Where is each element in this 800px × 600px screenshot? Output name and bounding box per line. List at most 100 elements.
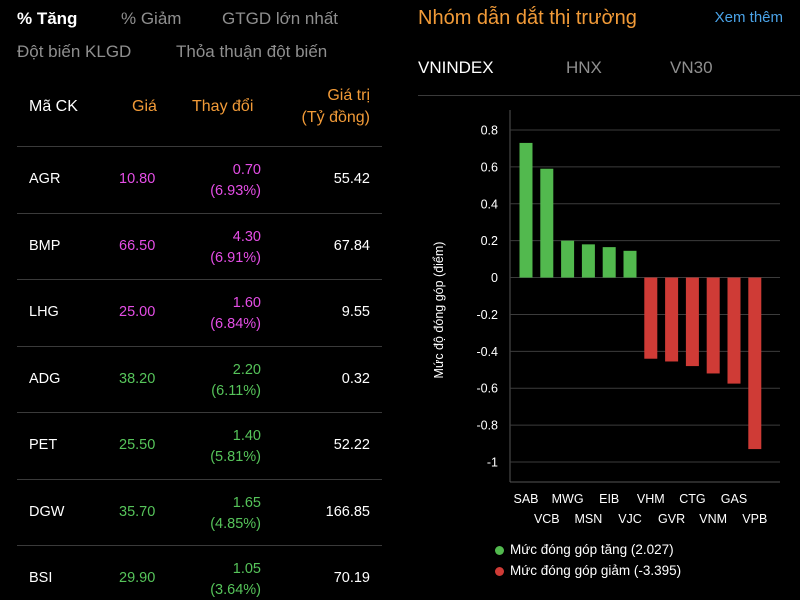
- change-amount: 1.65: [232, 494, 261, 511]
- table-body: AGR 10.80 0.70 (6.93%) 55.42 BMP 66.50 4.30 (6.9…: [17, 147, 382, 600]
- y-tick-label: -0.2: [476, 308, 498, 322]
- stock-code: ADG: [29, 370, 61, 387]
- header-code: Mã CK: [29, 98, 78, 115]
- change-percent: (6.11%): [211, 382, 261, 399]
- tab-vnindex[interactable]: VNINDEX: [418, 58, 494, 77]
- stock-code: BSI: [29, 570, 53, 586]
- bar-gas[interactable]: [727, 277, 741, 384]
- x-tick-label: VHM: [637, 492, 665, 506]
- bar-vnm[interactable]: [706, 277, 720, 374]
- bar-sab[interactable]: [519, 142, 533, 278]
- change-percent: (4.85%): [210, 515, 261, 532]
- x-tick-label: VNM: [699, 512, 727, 526]
- bar-vcb[interactable]: [540, 168, 554, 278]
- trade-value: 67.84: [333, 237, 370, 254]
- table-row[interactable]: ADG 38.20 2.20 (6.11%) 0.32: [17, 347, 382, 413]
- x-tick-label: GVR: [658, 512, 685, 526]
- trade-value: 70.19: [333, 570, 370, 586]
- legend-negative-label: Mức đóng góp giảm (-3.395): [510, 563, 682, 578]
- table-row[interactable]: BSI 29.90 1.05 (3.64%) 70.19: [17, 546, 382, 600]
- table-row[interactable]: BMP 66.50 4.30 (6.91%) 67.84: [17, 214, 382, 280]
- divider: [418, 95, 800, 96]
- market-leaders-panel: Nhóm dẫn dắt thị trường Xem thêm VNINDEX…: [400, 0, 800, 600]
- legend-negative: Mức đóng góp giảm (-3.395): [495, 563, 681, 578]
- stock-price: 38.20: [119, 370, 156, 387]
- legend-positive-dot: [495, 545, 504, 555]
- stocks-table: Mã CK Giá Thay đổi Giá trị (Tỷ đồng) AGR…: [17, 80, 382, 600]
- bar-vhm[interactable]: [644, 277, 658, 359]
- header-change: Thay đổi: [192, 98, 254, 115]
- table-row[interactable]: PET 25.50 1.40 (5.81%) 52.22: [17, 413, 382, 480]
- tab-percent-down[interactable]: % Giảm: [121, 9, 182, 28]
- x-tick-label: VPB: [742, 512, 767, 526]
- stock-price: 10.80: [119, 171, 156, 187]
- tab-hnx[interactable]: HNX: [566, 58, 602, 77]
- stock-code: BMP: [29, 237, 61, 254]
- bar-ctg[interactable]: [685, 277, 699, 367]
- x-tick-label: MSN: [575, 512, 603, 526]
- stock-price: 66.50: [119, 237, 156, 254]
- stock-change: 1.05 (3.64%): [210, 559, 261, 600]
- stock-price: 25.00: [119, 304, 156, 320]
- trade-value: 166.85: [325, 503, 370, 520]
- stock-price: 25.50: [119, 437, 156, 453]
- panel-title: Nhóm dẫn dắt thị trường: [418, 7, 637, 29]
- change-amount: 2.20: [232, 361, 261, 378]
- stock-change: 4.30 (6.91%): [210, 227, 261, 269]
- change-amount: 1.60: [232, 295, 261, 311]
- bar-vpb[interactable]: [748, 277, 762, 450]
- tab-largest-volume[interactable]: GTGD lớn nhất: [222, 9, 339, 28]
- header-value: Giá trị (Tỷ đồng): [302, 85, 370, 129]
- x-tick-label: GAS: [721, 492, 747, 506]
- bar-vjc[interactable]: [623, 250, 637, 278]
- bar-gvr[interactable]: [665, 277, 679, 362]
- y-axis-label: Mức độ đóng góp (điểm): [432, 242, 446, 379]
- change-amount: 4.30: [232, 228, 261, 245]
- y-tick-label: -1: [487, 456, 498, 470]
- bar-eib[interactable]: [602, 247, 616, 278]
- change-percent: (3.64%): [210, 582, 261, 598]
- change-percent: (6.84%): [210, 316, 261, 332]
- change-percent: (6.93%): [210, 183, 261, 199]
- legend-positive-label: Mức đóng góp tăng (2.027): [510, 542, 674, 557]
- tab-percent-up[interactable]: % Tăng: [17, 9, 78, 28]
- stock-code: PET: [29, 437, 58, 453]
- trade-value: 0.32: [341, 370, 370, 387]
- tab-vn30[interactable]: VN30: [670, 58, 713, 77]
- stock-price: 35.70: [119, 503, 156, 520]
- bar-msn[interactable]: [581, 244, 595, 278]
- stock-code: AGR: [29, 171, 61, 187]
- y-tick-label: -0.8: [476, 419, 498, 433]
- y-tick-label: -0.6: [476, 382, 498, 396]
- tab-block-deal-spike[interactable]: Thỏa thuận đột biến: [176, 42, 328, 61]
- change-percent: (5.81%): [210, 449, 261, 465]
- table-row[interactable]: DGW 35.70 1.65 (4.85%) 166.85: [17, 480, 382, 546]
- x-tick-label: CTG: [679, 492, 705, 506]
- x-tick-label: EIB: [599, 492, 619, 506]
- table-header: Mã CK Giá Thay đổi Giá trị (Tỷ đồng): [17, 80, 382, 147]
- header-price: Giá: [132, 98, 157, 115]
- x-tick-label: VJC: [618, 512, 642, 526]
- y-tick-label: -0.4: [476, 345, 498, 359]
- stock-change: 2.20 (6.11%): [211, 360, 261, 402]
- trade-value: 9.55: [341, 304, 370, 320]
- stock-change: 1.40 (5.81%): [210, 426, 261, 468]
- see-more-link[interactable]: Xem thêm: [714, 9, 783, 26]
- y-tick-label: 0.6: [481, 160, 498, 174]
- contribution-bar-chart: Mức độ đóng góp (điểm) 0.8 0.6 0.4 0.2 0 -0.2…: [432, 110, 780, 526]
- trade-value: 52.22: [333, 437, 370, 453]
- y-tick-label: 0: [491, 271, 498, 285]
- change-amount: 0.70: [232, 162, 261, 178]
- table-row[interactable]: AGR 10.80 0.70 (6.93%) 55.42: [17, 147, 382, 214]
- table-row[interactable]: LHG 25.00 1.60 (6.84%) 9.55: [17, 280, 382, 347]
- stock-change: 1.65 (4.85%): [210, 493, 261, 535]
- stock-price: 29.90: [119, 570, 156, 586]
- y-tick-label: 0.4: [481, 197, 498, 211]
- top-movers-panel: % Tăng % Giảm GTGD lớn nhất Đột biến KLG…: [17, 9, 382, 600]
- trade-value: 55.42: [333, 171, 370, 187]
- tab-volume-spike[interactable]: Đột biến KLGD: [17, 42, 132, 61]
- change-percent: (6.91%): [210, 249, 261, 266]
- legend-positive: Mức đóng góp tăng (2.027): [495, 542, 674, 557]
- header-value-line2: (Tỷ đồng): [301, 109, 370, 126]
- bar-mwg[interactable]: [561, 240, 575, 278]
